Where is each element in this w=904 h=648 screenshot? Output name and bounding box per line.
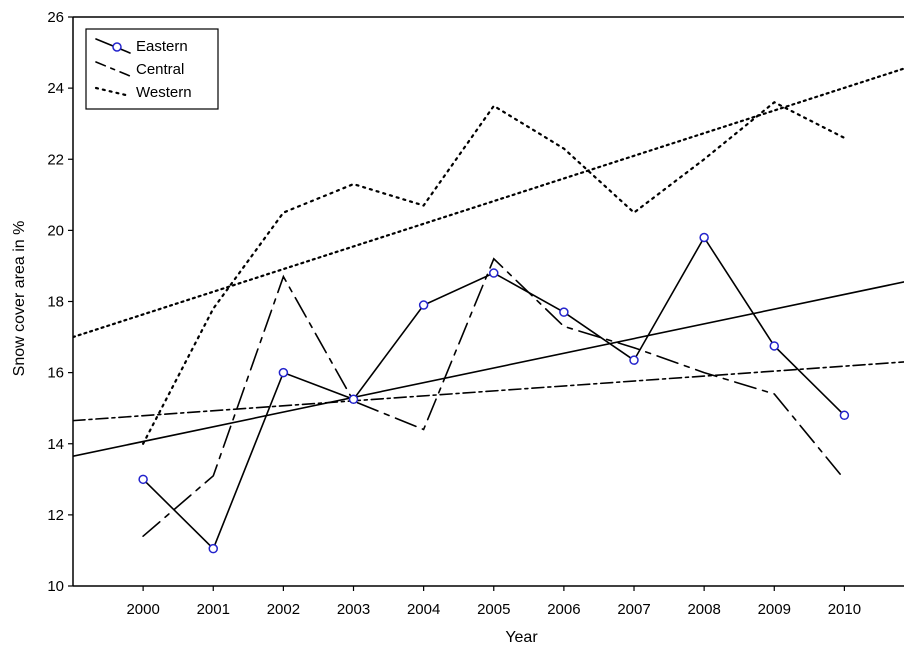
data-point-eastern-2000 (138, 474, 148, 485)
x-tick-label-2006: 2006 (547, 601, 580, 618)
legend-label-eastern: Eastern (136, 38, 188, 55)
x-tick-label-2010: 2010 (828, 601, 861, 618)
x-tick-label-2002: 2002 (267, 601, 300, 618)
axes: 10 12 14 16 18 20 22 24 26 2000 2001 2002 2003 2004 20… (47, 9, 904, 618)
data-point-eastern-2003 (348, 394, 359, 405)
y-tick-label-18: 18 (47, 294, 64, 311)
x-tick-label-2007: 2007 (617, 601, 650, 618)
data-point-eastern-2009 (769, 341, 780, 351)
y-tick-label-14: 14 (47, 436, 64, 453)
y-axis-title: Snow cover area in % (11, 221, 28, 377)
legend-label-western: Western (136, 84, 192, 101)
x-tick-label-2003: 2003 (337, 601, 370, 618)
y-tick-label-26: 26 (47, 9, 64, 26)
data-point-eastern-2008 (699, 232, 709, 243)
x-tick-label-2000: 2000 (126, 601, 159, 618)
legend-box (85, 28, 219, 110)
data-point-eastern-2004 (418, 300, 429, 310)
legend: Eastern Central Western (85, 28, 219, 110)
legend-line-western (94, 86, 132, 98)
legend-label-central: Central (136, 61, 184, 78)
x-axis-title: Year (505, 629, 538, 646)
trend-line-western (73, 67, 904, 339)
data-point-eastern-2001 (208, 543, 219, 554)
data-point-eastern-2007 (629, 355, 639, 365)
trend-line-central (73, 361, 904, 422)
series-line-western (142, 100, 846, 445)
y-tick-label-10: 10 (47, 578, 64, 595)
y-tick-label-22: 22 (47, 151, 64, 168)
x-tick-label-2001: 2001 (197, 601, 230, 618)
x-tick-label-2008: 2008 (687, 601, 720, 618)
data-point-eastern-2006 (559, 307, 569, 317)
y-tick-label-16: 16 (47, 365, 64, 382)
plot-area (73, 67, 904, 554)
data-point-eastern-2005 (489, 268, 499, 278)
legend-marker-eastern (112, 42, 122, 52)
legend-line-central (95, 61, 131, 77)
x-tick-label-2004: 2004 (407, 601, 440, 618)
y-tick-label-12: 12 (47, 507, 64, 524)
y-tick-label-24: 24 (47, 80, 64, 97)
data-point-eastern-2002 (278, 367, 289, 378)
series-line-eastern (142, 235, 846, 551)
x-tick-label-2005: 2005 (477, 601, 510, 618)
y-tick-label-20: 20 (47, 222, 64, 239)
x-tick-label-2009: 2009 (758, 601, 791, 618)
trend-line-eastern (73, 281, 904, 457)
series-line-central (142, 257, 846, 538)
data-point-eastern-2010 (839, 410, 850, 421)
